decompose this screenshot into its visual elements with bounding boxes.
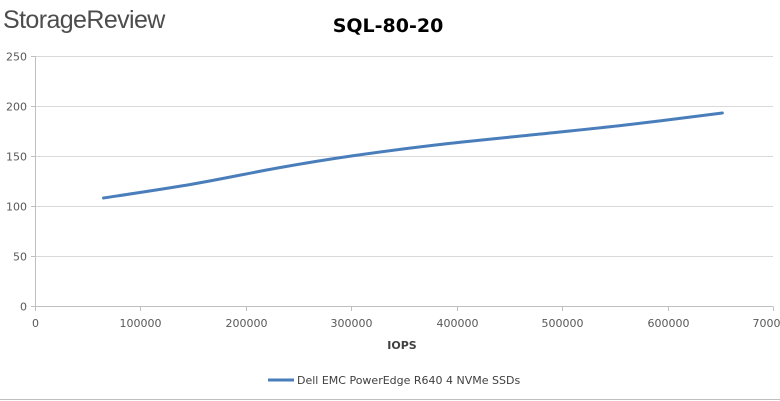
y-tick-label-200: 200: [6, 101, 27, 114]
x-tick-label-600000: 600000: [648, 317, 690, 330]
storagereview-logo: StorageReview: [3, 6, 166, 34]
y-tick-label-100: 100: [6, 201, 27, 214]
chart-title: SQL-80-20: [333, 15, 444, 37]
x-tick-label-100000: 100000: [120, 317, 162, 330]
axes: [31, 56, 774, 311]
x-tick-label-200000: 200000: [226, 317, 268, 330]
y-tick-label-250: 250: [6, 51, 27, 64]
series-line-0: [102, 111, 724, 200]
gridlines: [35, 56, 773, 257]
legend-label-0: Dell EMC PowerEdge R640 4 NVMe SSDs: [297, 374, 520, 387]
x-axis-title: IOPS: [387, 339, 417, 352]
series-lines: [102, 111, 724, 200]
x-tick-label-700000: 700000: [753, 317, 780, 330]
x-tick-label-0: 0: [32, 317, 39, 330]
x-tick-label-300000: 300000: [331, 317, 373, 330]
legend: Dell EMC PowerEdge R640 4 NVMe SSDs: [268, 374, 520, 387]
y-tick-label-50: 50: [13, 251, 27, 264]
x-tick-label-400000: 400000: [437, 317, 479, 330]
y-tick-label-0: 0: [20, 301, 27, 314]
tick-labels: 0 50 100 150 200 250 0 100000 200000 300000 400000…: [6, 51, 780, 331]
y-tick-label-150: 150: [6, 151, 27, 164]
x-tick-label-500000: 500000: [542, 317, 584, 330]
